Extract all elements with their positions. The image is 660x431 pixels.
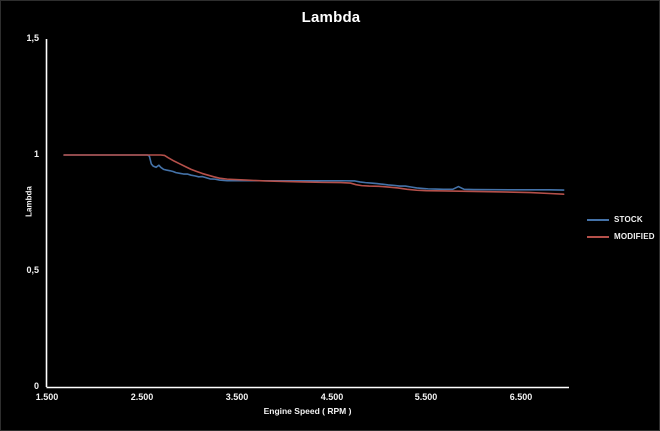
legend: STOCK MODIFIED bbox=[587, 211, 659, 245]
legend-item-modified[interactable]: MODIFIED bbox=[587, 228, 659, 245]
x-axis-title: Engine Speed ( RPM ) bbox=[263, 406, 352, 416]
x-tick-5500: 5.500 bbox=[414, 392, 438, 402]
legend-label-stock: STOCK bbox=[614, 215, 643, 224]
x-tick-3500: 3.500 bbox=[225, 392, 249, 402]
legend-item-stock[interactable]: STOCK bbox=[587, 211, 659, 228]
x-tick-2500: 2.500 bbox=[130, 392, 154, 402]
axes bbox=[45, 39, 569, 389]
x-tick-1500: 1.500 bbox=[35, 392, 59, 402]
y-axis-title: Lambda bbox=[24, 186, 34, 217]
y-tick-0-5: 0,5 bbox=[26, 265, 39, 275]
legend-swatch-modified bbox=[587, 235, 609, 238]
y-tick-1: 1 bbox=[33, 149, 39, 159]
legend-swatch-stock bbox=[587, 218, 609, 221]
series-line-stock bbox=[63, 154, 565, 191]
series-line-modified bbox=[63, 154, 565, 196]
data-series-group bbox=[63, 154, 565, 196]
x-tick-6500: 6.500 bbox=[509, 392, 533, 402]
page-title: Lambda bbox=[301, 9, 361, 26]
y-tick-1-5: 1,5 bbox=[26, 33, 39, 43]
x-tick-4500: 4.500 bbox=[320, 392, 344, 402]
y-tick-0: 0 bbox=[33, 381, 39, 391]
legend-label-modified: MODIFIED bbox=[614, 232, 655, 241]
